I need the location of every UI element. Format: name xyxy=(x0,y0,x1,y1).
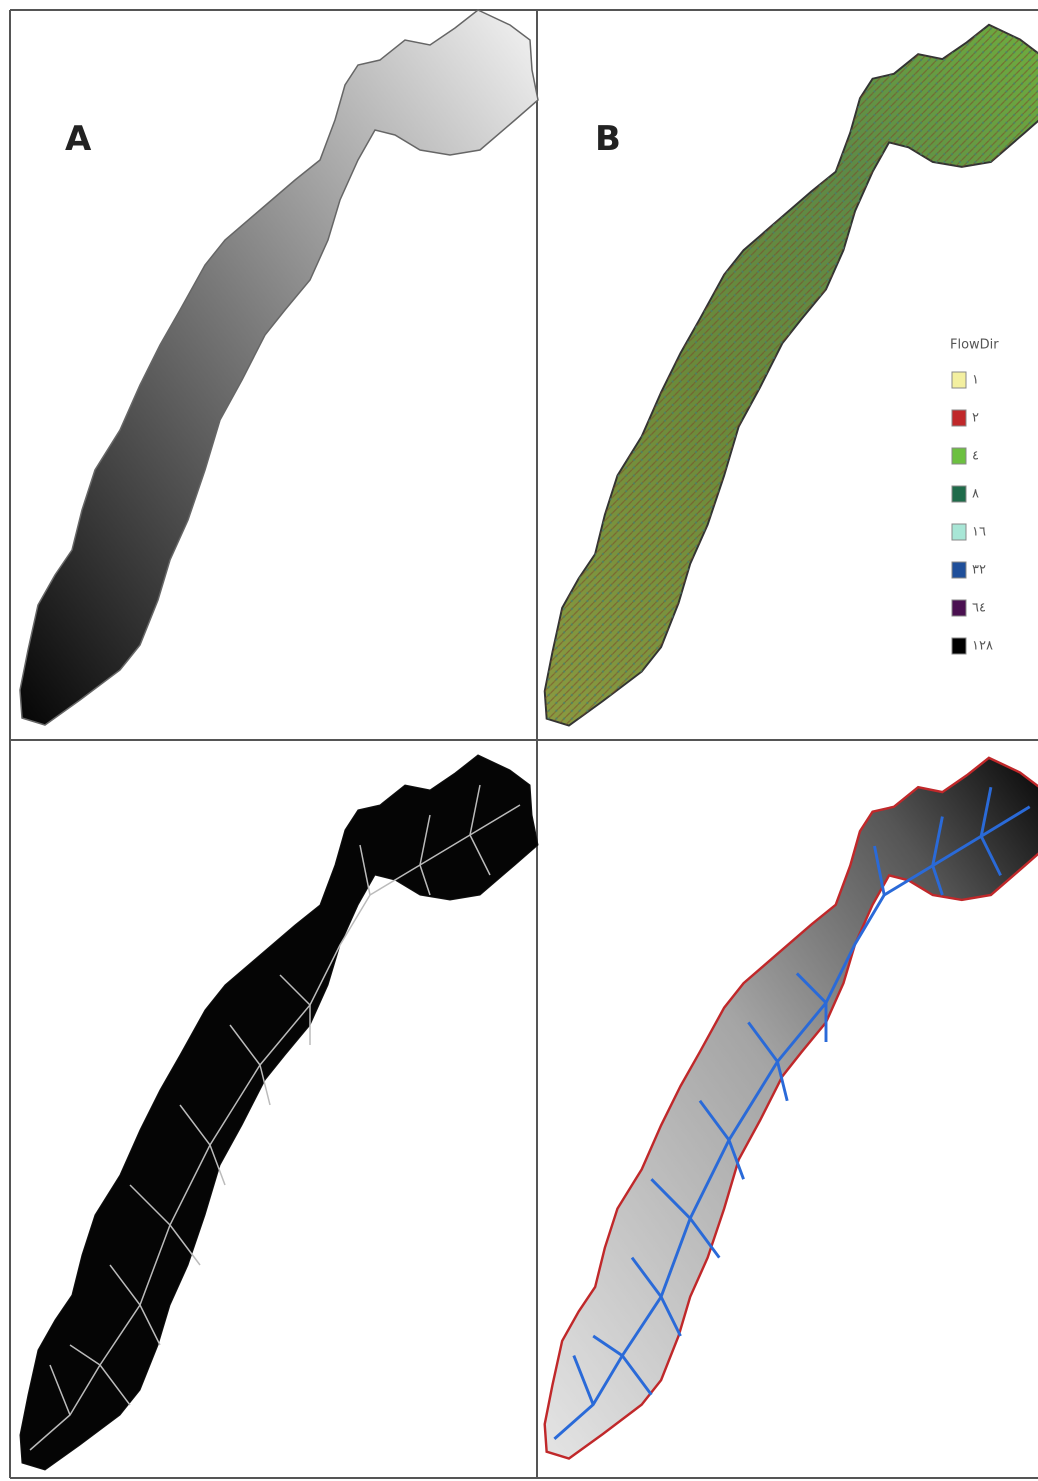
legend-swatch xyxy=(952,638,966,654)
legend-swatch xyxy=(952,600,966,616)
panel-d xyxy=(545,758,1038,1459)
legend-swatch xyxy=(952,372,966,388)
legend-label: ١٦ xyxy=(972,525,986,540)
legend-label: ٤ xyxy=(972,449,979,464)
panel-label: A xyxy=(65,119,92,159)
legend: FlowDir ١ ٢ ٤ ٨ ١٦ ٣٢ ٦٤ ١٢٨ xyxy=(950,338,999,655)
dem xyxy=(20,10,538,725)
legend-swatch xyxy=(952,486,966,502)
legend-title: FlowDir xyxy=(950,338,999,353)
legend-label: ٨ xyxy=(972,487,979,502)
legend-swatch xyxy=(952,524,966,540)
figure: A B FlowDir ١ ٢ ٤ ٨ ١٦ ٣٢ ٦٤ ١٢٨ xyxy=(0,0,1038,1481)
legend-swatch xyxy=(952,410,966,426)
panel-a: A xyxy=(20,10,538,725)
legend-label: ٦٤ xyxy=(972,601,986,616)
panel-c xyxy=(20,755,538,1470)
legend-label: ١ xyxy=(972,373,979,388)
legend-swatch xyxy=(952,448,966,464)
legend-label: ١٢٨ xyxy=(972,639,993,654)
legend-swatch xyxy=(952,562,966,578)
legend-label: ٢ xyxy=(972,411,979,426)
panel-label: B xyxy=(595,119,621,159)
legend-label: ٣٢ xyxy=(972,563,986,578)
